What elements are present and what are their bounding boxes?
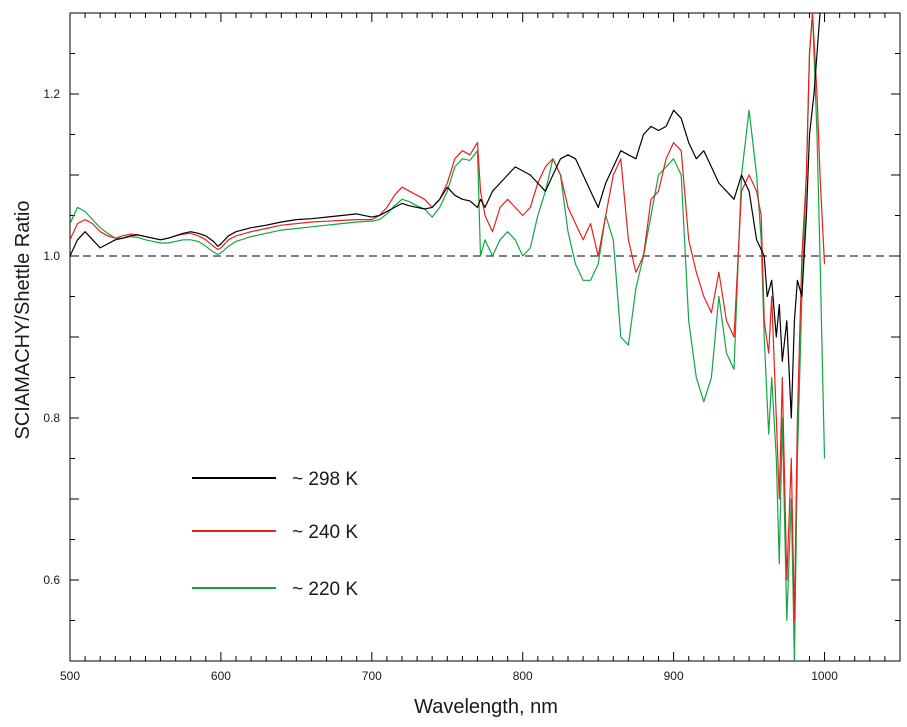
x-tick-label: 800 xyxy=(513,669,533,683)
series-group xyxy=(70,13,826,661)
legend-label-1: ~ 240 K xyxy=(292,522,358,543)
x-tick-label: 1000 xyxy=(811,669,838,683)
y-tick-label: 0.6 xyxy=(43,573,60,587)
y-tick-label: 1.2 xyxy=(43,87,60,101)
series-line-0 xyxy=(70,13,821,419)
x-tick-label: 600 xyxy=(211,669,231,683)
axis-ticks xyxy=(69,12,901,662)
x-tick-label: 500 xyxy=(60,669,80,683)
y-tick-labels: 0.6 0.8 1.0 1.2 xyxy=(43,87,60,587)
legend: ~ 298 K ~ 240 K ~ 220 K xyxy=(192,469,358,600)
x-tick-labels: 500 600 700 800 900 1000 xyxy=(60,669,838,683)
plot-frame xyxy=(69,12,901,662)
y-tick-label: 0.8 xyxy=(43,411,60,425)
series-line-1 xyxy=(70,13,826,622)
series-line-2 xyxy=(70,13,826,661)
legend-label-2: ~ 220 K xyxy=(292,579,358,600)
x-tick-label: 900 xyxy=(664,669,684,683)
legend-label-0: ~ 298 K xyxy=(292,469,358,490)
y-axis-title: SCIAMACHY/Shettle Ratio xyxy=(12,201,34,440)
x-axis-title: Wavelength, nm xyxy=(414,696,558,718)
y-tick-label: 1.0 xyxy=(43,249,60,263)
x-tick-label: 700 xyxy=(362,669,382,683)
